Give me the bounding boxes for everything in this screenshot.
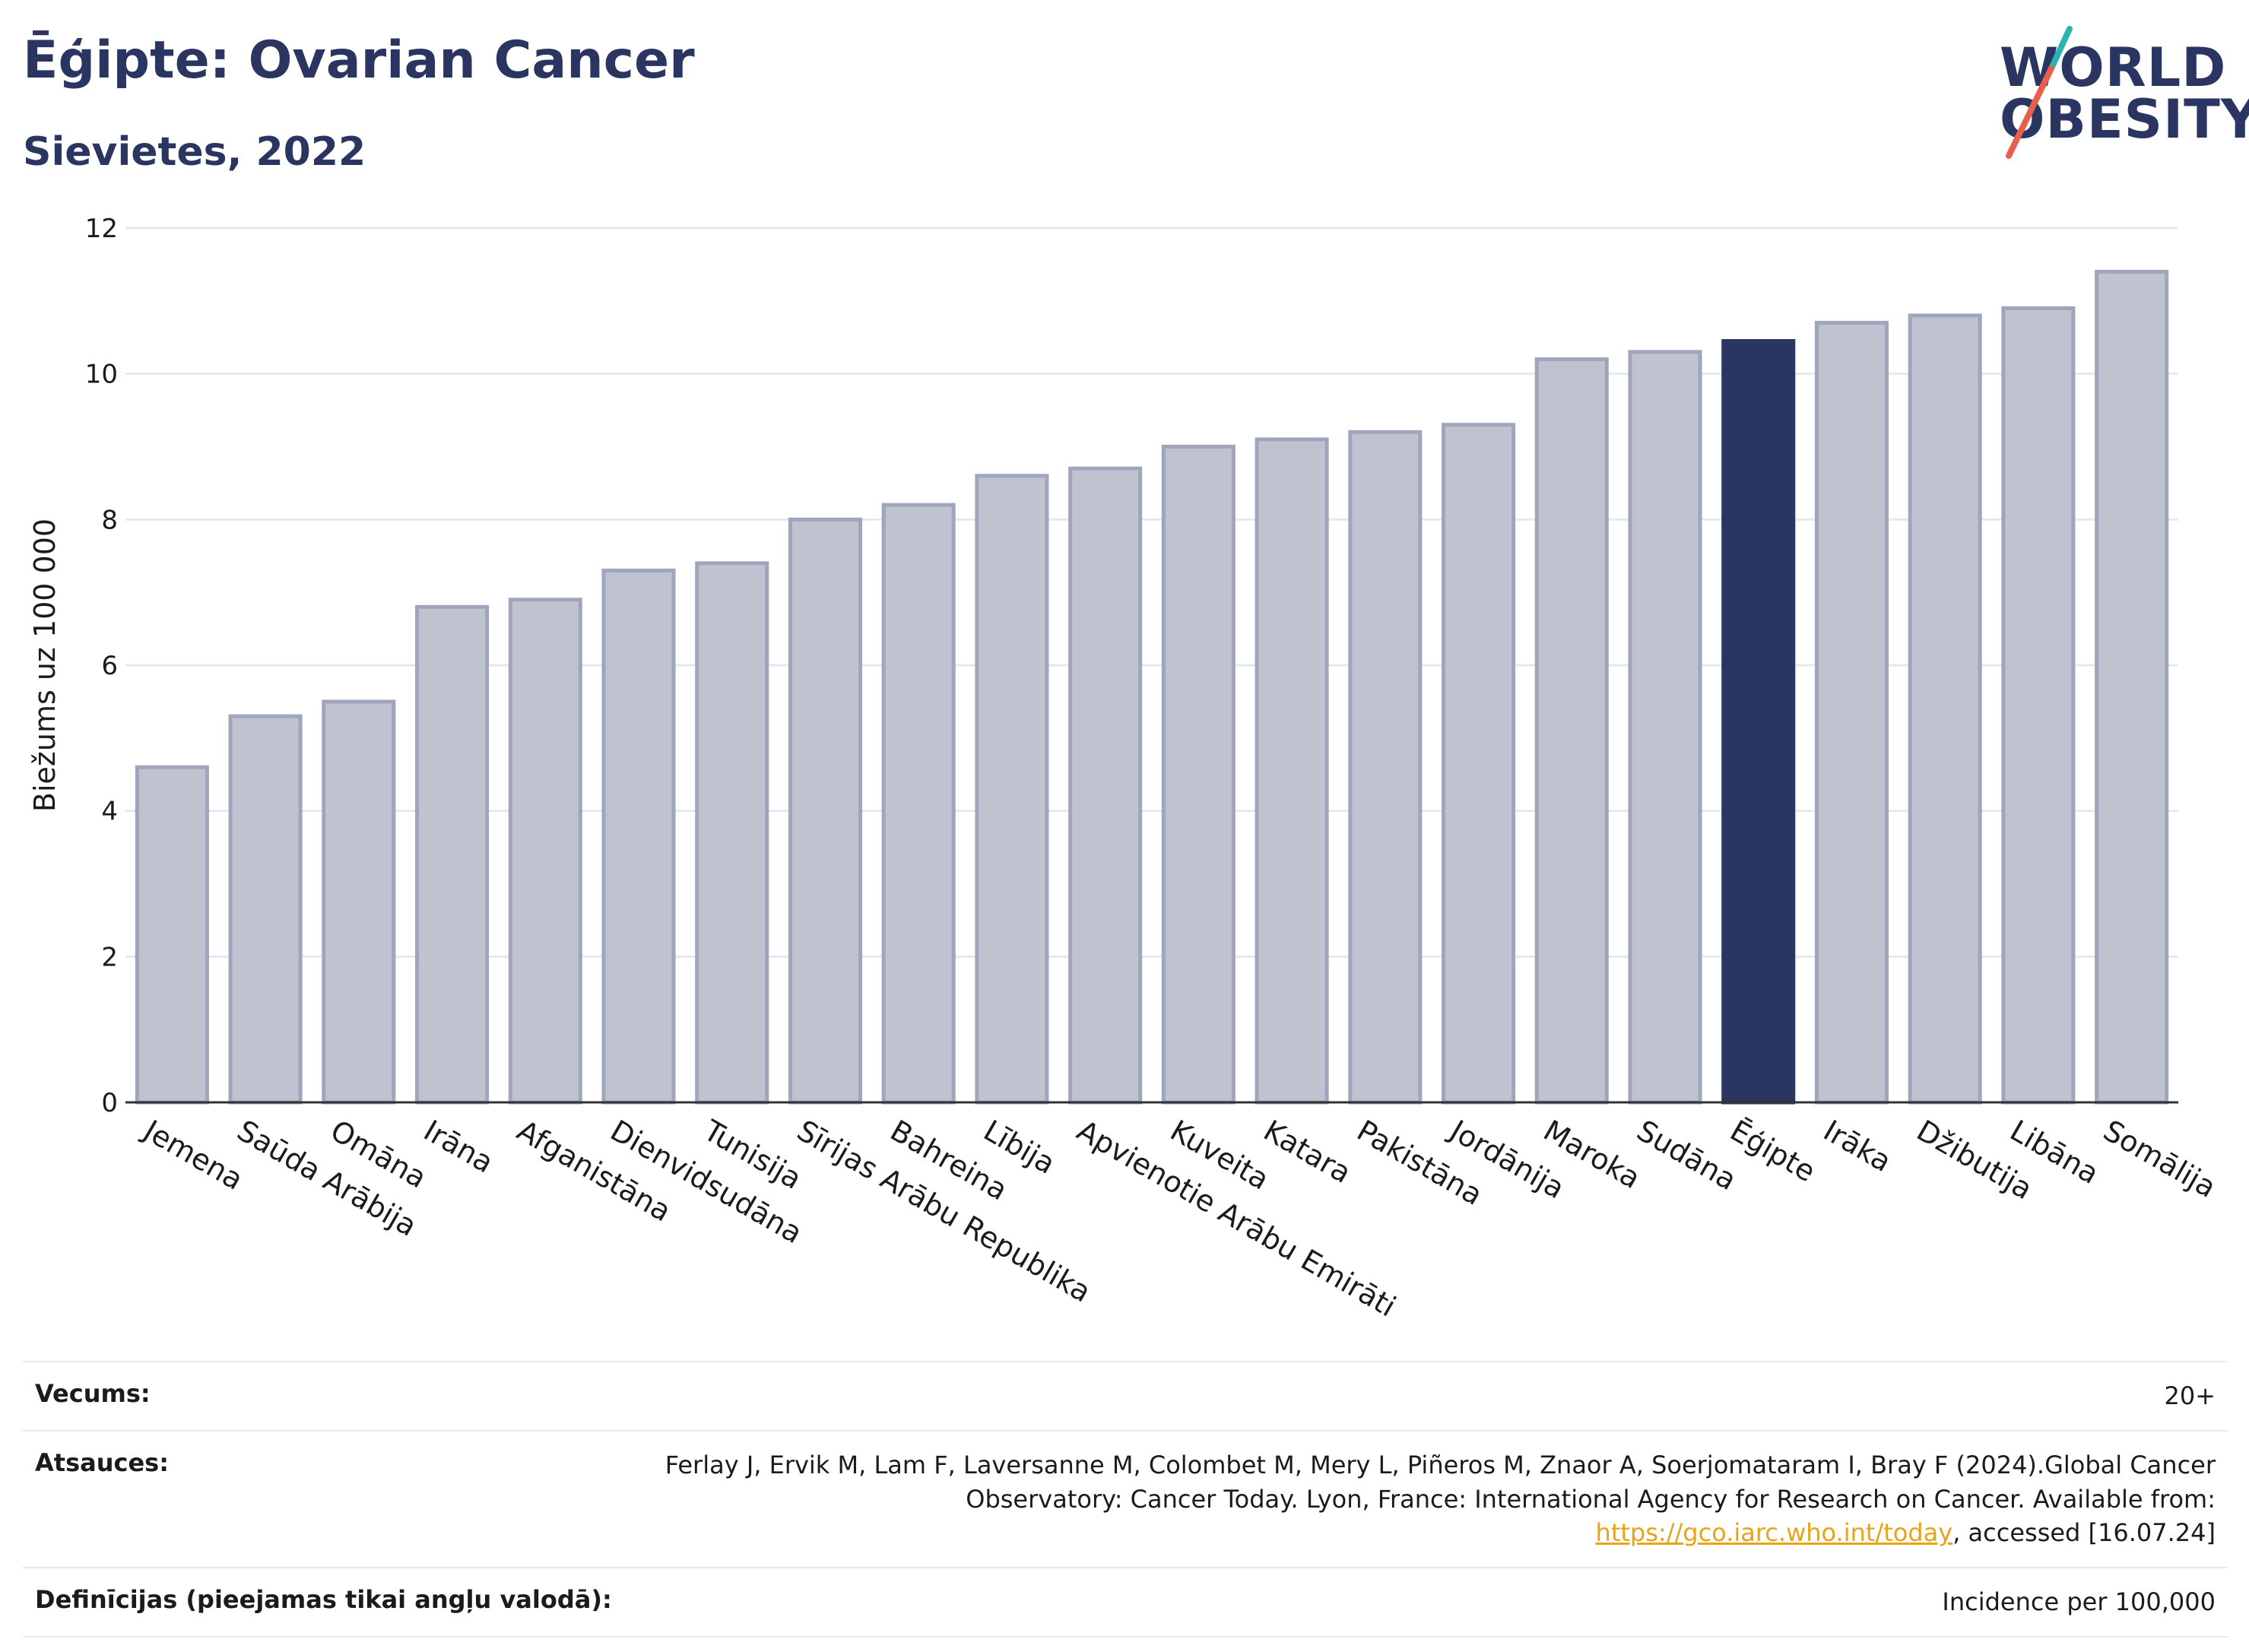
bar <box>2095 270 2169 1105</box>
age-value: 20+ <box>2164 1381 2216 1410</box>
y-tick-label: 10 <box>85 360 118 390</box>
bar <box>1442 423 1516 1105</box>
world-obesity-logo: WORLD OBESITY <box>1977 23 2249 160</box>
bar <box>601 568 676 1105</box>
references-value: Ferlay J, Ervik M, Lam F, Laversanne M, … <box>619 1448 2216 1550</box>
y-tick-label: 0 <box>101 1088 118 1118</box>
bar <box>975 474 1049 1105</box>
references-accessed: , accessed [16.07.24] <box>1952 1518 2216 1548</box>
bar <box>1068 466 1143 1105</box>
bar <box>2001 306 2076 1105</box>
chart-subtitle: Sievietes, 2022 <box>23 129 366 175</box>
bar <box>1721 339 1796 1105</box>
definitions-label: Definīcijas (pieejamas tikai angļu valod… <box>35 1585 612 1615</box>
definitions-row: Definīcijas (pieejamas tikai angļu valod… <box>23 1567 2228 1638</box>
bar <box>508 598 582 1105</box>
references-row: Atsauces: Ferlay J, Ervik M, Lam F, Lave… <box>23 1429 2228 1567</box>
chart-title: Ēģipte: Ovarian Cancer <box>23 30 695 90</box>
x-tick-label: Ēģipte <box>1724 1114 1821 1189</box>
bar <box>1628 350 1702 1105</box>
bar <box>135 765 209 1105</box>
bar <box>1814 321 1889 1105</box>
age-row: Vecums: 20+ <box>23 1361 2228 1430</box>
x-tick-label: Sudāna <box>1632 1114 1743 1197</box>
y-tick-label: 2 <box>101 942 118 972</box>
x-tick-label: Irāka <box>1818 1114 1897 1178</box>
y-axis-title: Biežums uz 100 000 <box>28 518 62 812</box>
bar <box>1908 313 1982 1105</box>
y-tick-label: 8 <box>101 505 118 535</box>
logo-slash-icon <box>2006 26 2073 159</box>
logo-line-1: WORLD <box>2000 36 2227 99</box>
logo-line-2: OBESITY <box>2000 88 2249 151</box>
bar <box>322 699 396 1105</box>
y-tick-label: 6 <box>101 651 118 681</box>
bar <box>1348 430 1423 1105</box>
metadata-table: Vecums: 20+ Atsauces: Ferlay J, Ervik M,… <box>23 1361 2228 1638</box>
y-tick-label: 4 <box>101 797 118 827</box>
bar <box>1534 357 1609 1105</box>
bar <box>415 604 490 1105</box>
bar <box>881 503 956 1105</box>
x-tick-label: Somālija <box>2098 1114 2222 1204</box>
age-label: Vecums: <box>35 1379 151 1408</box>
x-tick-label: Irāna <box>418 1114 499 1180</box>
y-tick-label: 12 <box>85 214 118 244</box>
x-tick-label: Katara <box>1258 1114 1357 1190</box>
bar <box>228 714 303 1105</box>
bar <box>1161 445 1236 1105</box>
bar <box>1255 437 1329 1105</box>
definitions-value: Incidence per 100,000 <box>1942 1587 2216 1617</box>
references-label: Atsauces: <box>35 1447 169 1477</box>
references-text: Ferlay J, Ervik M, Lam F, Laversanne M, … <box>665 1450 2216 1514</box>
x-tick-label: Jemena <box>137 1113 249 1197</box>
references-link[interactable]: https://gco.iarc.who.int/today <box>1595 1518 1953 1548</box>
bar <box>695 561 769 1105</box>
bar <box>788 517 862 1105</box>
